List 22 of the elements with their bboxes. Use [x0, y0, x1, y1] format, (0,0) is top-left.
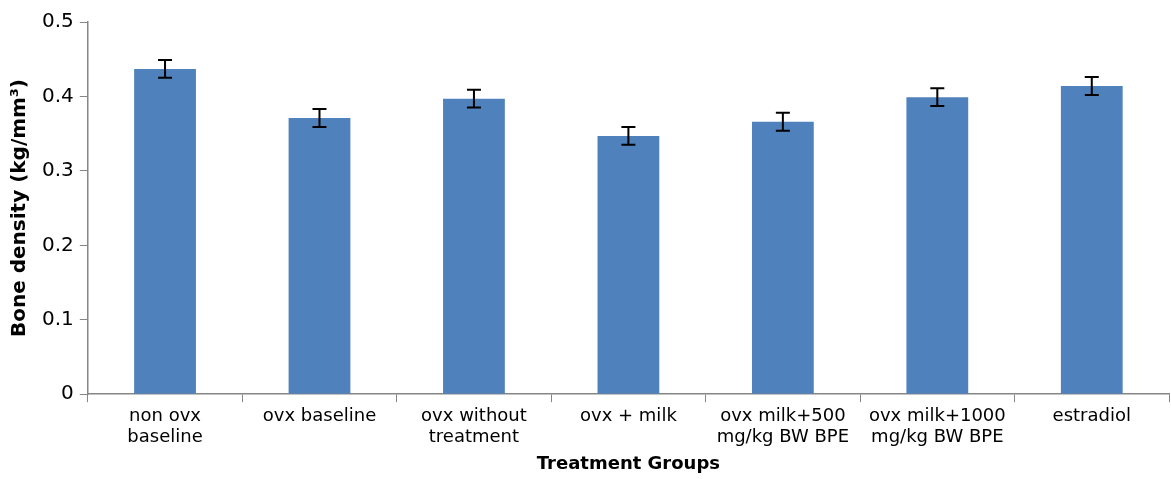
y-tick-label: 0.3: [41, 157, 74, 182]
x-tick-label: ovx + milk: [580, 403, 678, 425]
x-tick-label: ovx milk+500 mg/kg BW BPE: [716, 403, 850, 447]
x-tick-label: estradiol: [1052, 403, 1131, 425]
y-axis-title: Bone density (kg/mm³): [6, 79, 31, 338]
y-tick-label: 0: [61, 380, 74, 405]
y-tick-label: 0.4: [41, 82, 74, 107]
x-tick-label: ovx milk+1000 mg/kg BW BPE: [868, 403, 1006, 447]
bar: [906, 97, 969, 394]
x-tick-label: non ovx baseline: [127, 403, 203, 447]
y-tick-label: 0.2: [41, 231, 74, 256]
bar: [1060, 86, 1123, 394]
x-tick-label: ovx without treatment: [421, 403, 527, 447]
bar: [288, 118, 351, 394]
y-tick-label: 0.1: [41, 305, 74, 330]
bar: [751, 121, 814, 394]
bar: [597, 135, 660, 394]
y-tick-label: 0.5: [41, 8, 74, 33]
bar: [443, 98, 505, 394]
x-axis-title: Treatment Groups: [536, 451, 721, 473]
bar: [134, 68, 196, 394]
x-tick-label: ovx baseline: [262, 403, 377, 425]
